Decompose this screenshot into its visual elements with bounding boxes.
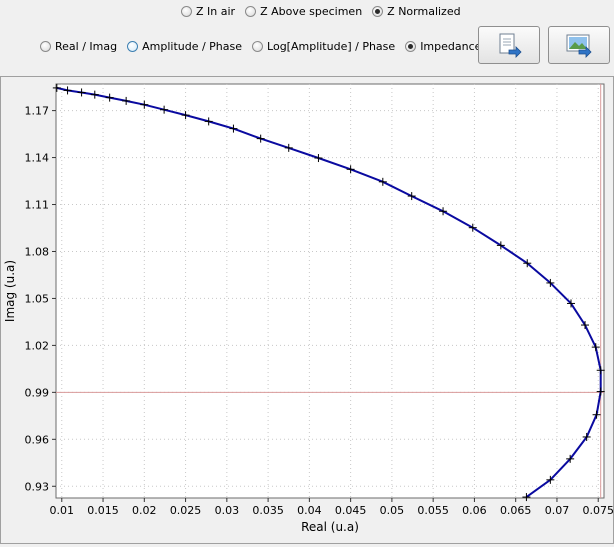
z-above-specimen-radio[interactable]: Z Above specimen (245, 5, 362, 18)
real-imag-radio[interactable]: Real / Imag (40, 40, 117, 53)
radio-indicator (372, 6, 384, 17)
impedance-plane-chart: 0.01 0.015 0.02 0.025 0.03 0.035 0.04 0.045 0.05… (0, 76, 614, 544)
x-tick-label: 0.045 (335, 504, 367, 517)
data-point-marker (591, 343, 600, 352)
data-point-marker (229, 124, 238, 133)
radio-label: Z Above specimen (260, 5, 363, 18)
data-point-marker (546, 278, 555, 287)
cursor-lines (56, 84, 604, 498)
radio-indicator (181, 6, 192, 17)
data-point-marker (346, 165, 355, 174)
radio-indicator (245, 6, 257, 17)
y-tick-label: 1.05 (25, 292, 50, 305)
data-point-marker (105, 93, 114, 102)
document-export-icon (499, 33, 522, 58)
y-tick-label: 0.99 (25, 386, 50, 399)
y-tick-label: 1.08 (25, 245, 50, 258)
data-point-marker (546, 475, 555, 484)
x-axis-label: Real (u.a) (301, 520, 359, 534)
x-tick-label: 0.015 (87, 504, 119, 517)
radio-label: Amplitude / Phase (142, 40, 243, 53)
data-point-marker (90, 90, 99, 99)
data-point-marker (496, 241, 505, 250)
radio-label: Log[Amplitude] / Phase (267, 40, 396, 53)
series-layer (52, 83, 605, 502)
data-point-marker (122, 96, 131, 105)
radio-label: Z In air (196, 5, 236, 18)
data-point-marker (468, 223, 477, 232)
x-tick-label: 0.06 (462, 504, 487, 517)
data-point-marker (256, 134, 265, 143)
data-point-marker (522, 493, 531, 502)
radio-indicator (405, 41, 417, 52)
x-tick-label: 0.05 (380, 504, 405, 517)
data-point-marker (596, 366, 605, 375)
axis-ticks: 0.01 0.015 0.02 0.025 0.03 0.035 0.04 0.045 0.05… (25, 105, 614, 517)
image-export-icon (566, 34, 592, 58)
radio-indicator (40, 41, 51, 52)
y-tick-label: 0.96 (25, 433, 50, 446)
x-tick-label: 0.055 (417, 504, 449, 517)
data-point-marker (63, 86, 72, 95)
x-tick-label: 0.075 (582, 504, 614, 517)
plot-area[interactable] (55, 83, 605, 499)
data-point-marker (52, 83, 61, 92)
data-point-marker (566, 299, 575, 308)
data-point-marker (77, 88, 86, 97)
data-point-marker (407, 192, 416, 201)
data-point-marker (314, 154, 323, 163)
x-tick-label: 0.01 (50, 504, 75, 517)
radio-label: Z Normalized (387, 5, 461, 18)
data-point-marker (581, 321, 590, 330)
amplitude-phase-radio[interactable]: Amplitude / Phase (127, 40, 242, 53)
x-tick-label: 0.065 (500, 504, 532, 517)
data-point-marker (592, 410, 601, 419)
export-image-button[interactable] (548, 26, 610, 64)
x-tick-label: 0.03 (215, 504, 240, 517)
x-tick-label: 0.04 (297, 504, 322, 517)
y-tick-label: 1.14 (25, 152, 50, 165)
y-tick-label: 1.02 (25, 339, 50, 352)
log-amplitude-phase-radio[interactable]: Log[Amplitude] / Phase (252, 40, 395, 53)
z-normalized-radio[interactable]: Z Normalized (372, 5, 461, 18)
z-mode-group: Z In air Z Above specimen Z Normalized (181, 5, 471, 18)
data-point-marker (140, 100, 149, 109)
data-point-marker (523, 259, 532, 268)
x-tick-label: 0.07 (545, 504, 570, 517)
y-tick-label: 0.93 (25, 480, 50, 493)
grid (56, 84, 604, 498)
y-tick-label: 1.17 (25, 105, 50, 118)
data-point-marker (284, 143, 293, 152)
z-in-air-radio[interactable]: Z In air (181, 5, 235, 18)
radio-label: Real / Imag (55, 40, 118, 53)
y-axis-label: Imag (u.a) (3, 260, 17, 322)
data-point-marker (160, 105, 169, 114)
data-point-marker (439, 207, 448, 216)
plot-mode-group: Real / Imag Amplitude / Phase Log[Amplit… (40, 40, 525, 53)
data-point-marker (181, 111, 190, 120)
x-tick-label: 0.025 (170, 504, 202, 517)
data-point-marker (204, 117, 213, 126)
radio-indicator (127, 41, 139, 52)
radio-indicator (252, 41, 264, 52)
y-tick-label: 1.11 (25, 199, 50, 212)
x-tick-label: 0.02 (132, 504, 157, 517)
data-point-marker (596, 387, 605, 396)
data-point-marker (566, 454, 575, 463)
data-point-marker (378, 177, 387, 186)
export-data-button[interactable] (478, 26, 540, 64)
data-point-marker (582, 432, 591, 441)
chart-svg: 0.01 0.015 0.02 0.025 0.03 0.035 0.04 0.045 0.05… (0, 76, 614, 544)
x-tick-label: 0.035 (252, 504, 284, 517)
